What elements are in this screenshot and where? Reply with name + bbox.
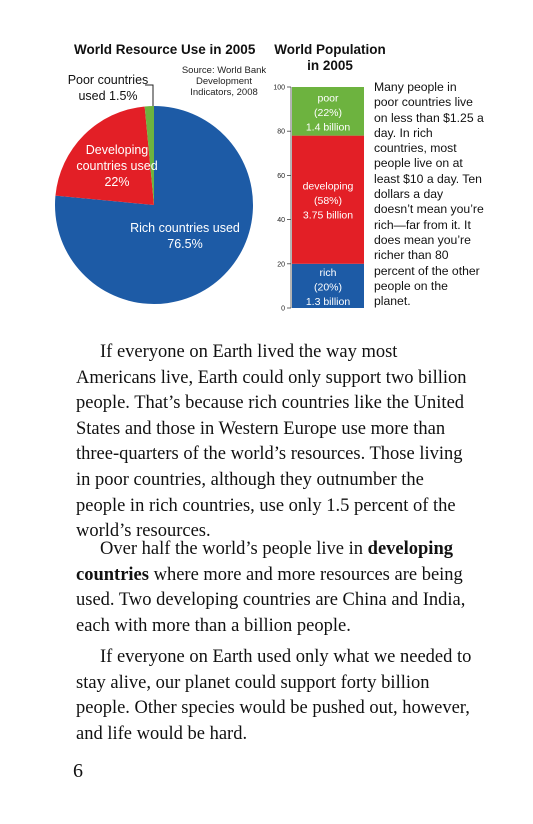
paragraph-3: If everyone on Earth used only what we n…: [76, 645, 476, 747]
bar-tick-label: 0: [281, 306, 285, 313]
poor-leader-line: [145, 84, 154, 106]
bar-segment-poor: [292, 87, 364, 136]
pie-slice-poor: [144, 106, 154, 205]
pie-chart: [55, 84, 253, 304]
sidebar-note: Many people in poor countries live on le…: [374, 80, 484, 309]
paragraph-3-text: If everyone on Earth used only what we n…: [76, 647, 472, 744]
paragraph-1: If everyone on Earth lived the way most …: [76, 340, 476, 545]
paragraph-2: Over half the world’s people live in dev…: [76, 537, 476, 639]
bar-label-poor: (22%): [314, 107, 342, 119]
pie-label-rich: Rich countries used 76.5%: [130, 221, 240, 251]
bar-tick-label: 80: [277, 129, 285, 136]
pie-chart-title: World Resource Use in 2005: [74, 42, 256, 57]
bar-segment-rich: [292, 263, 364, 308]
population-bar-chart: 0 20 40 60 80 100 rich (20%) 1.3 billion develop…: [273, 85, 364, 313]
bar-label-poor: poor: [317, 92, 339, 104]
bar-tick-label: 60: [277, 173, 285, 180]
pie-label-developing: Developing countries used 22%: [76, 143, 158, 189]
bar-chart-title: World Population in 2005: [274, 42, 386, 73]
bar-label-developing: developing: [303, 181, 354, 193]
bar-label-rich: (20%): [314, 281, 342, 293]
glossary-term-developing-countries: developing countries: [76, 539, 453, 585]
bar-label-developing: 3.75 billion: [303, 210, 353, 222]
chart-source-note: Source: World Bank Development Indicator…: [181, 65, 267, 98]
bar-label-rich: 1.3 billion: [306, 296, 351, 308]
bar-label-developing: (58%): [314, 195, 342, 207]
pie-label-poor: Poor countries used 1.5%: [67, 73, 149, 103]
bar-tick-label: 100: [273, 85, 285, 92]
paragraph-2-lead: Over half the world’s people live in: [100, 539, 368, 559]
bar-segment-developing: [292, 135, 364, 264]
paragraph-2-rest: where more and more resources are being …: [76, 564, 466, 636]
bar-tick-label: 40: [277, 217, 285, 224]
bar-label-rich: rich: [320, 267, 337, 279]
pie-slice-developing: [55, 106, 155, 205]
bar-tick-label: 20: [277, 261, 285, 268]
paragraph-1-text: If everyone on Earth lived the way most …: [76, 342, 467, 542]
page-number: 6: [73, 760, 83, 782]
bar-label-poor: 1.4 billion: [306, 121, 351, 133]
